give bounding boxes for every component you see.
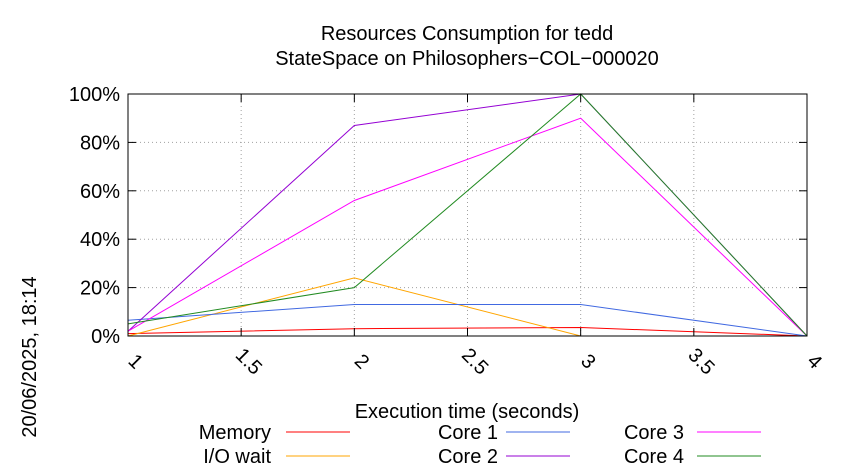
x-tick-label: 2: [350, 350, 373, 373]
legend-label: Memory: [199, 422, 271, 444]
y-tick-label: 80%: [80, 132, 120, 154]
y-tick-label: 20%: [80, 278, 120, 300]
x-tick-label: 1: [124, 350, 147, 373]
grid: [128, 94, 807, 336]
x-tick-label: 3: [576, 350, 599, 373]
y-tick-label: 100%: [69, 84, 120, 106]
x-tick-label: 1.5: [231, 344, 266, 379]
y-tick-label: 0%: [91, 326, 120, 348]
chart-title: Resources Consumption for tedd: [321, 23, 613, 45]
y-tick-label: 60%: [80, 181, 120, 203]
legend-label: Core 2: [438, 446, 498, 468]
legend-label: Core 1: [438, 422, 498, 444]
legend-label: Core 4: [624, 446, 684, 468]
y-tick-label: 40%: [80, 229, 120, 251]
x-tick-label: 3.5: [683, 344, 718, 379]
legend-label: I/O wait: [203, 446, 271, 468]
legend-label: Core 3: [624, 422, 684, 444]
x-axis-label: Execution time (seconds): [355, 401, 580, 423]
series-line-4: [127, 117, 808, 337]
series-line-5: [127, 93, 808, 337]
chart-subtitle: StateSpace on Philosophers−COL−000020: [275, 48, 659, 70]
axes: 0% 20% 40% 60% 80% 100% 1 1.5 2 2.5 3 3.5 4: [69, 84, 826, 379]
x-tick-label: 2.5: [457, 344, 492, 379]
side-timestamp: 20/06/2025, 18:14: [19, 276, 41, 437]
x-tick-label: 4: [803, 350, 826, 373]
series-line-2: [127, 304, 808, 337]
